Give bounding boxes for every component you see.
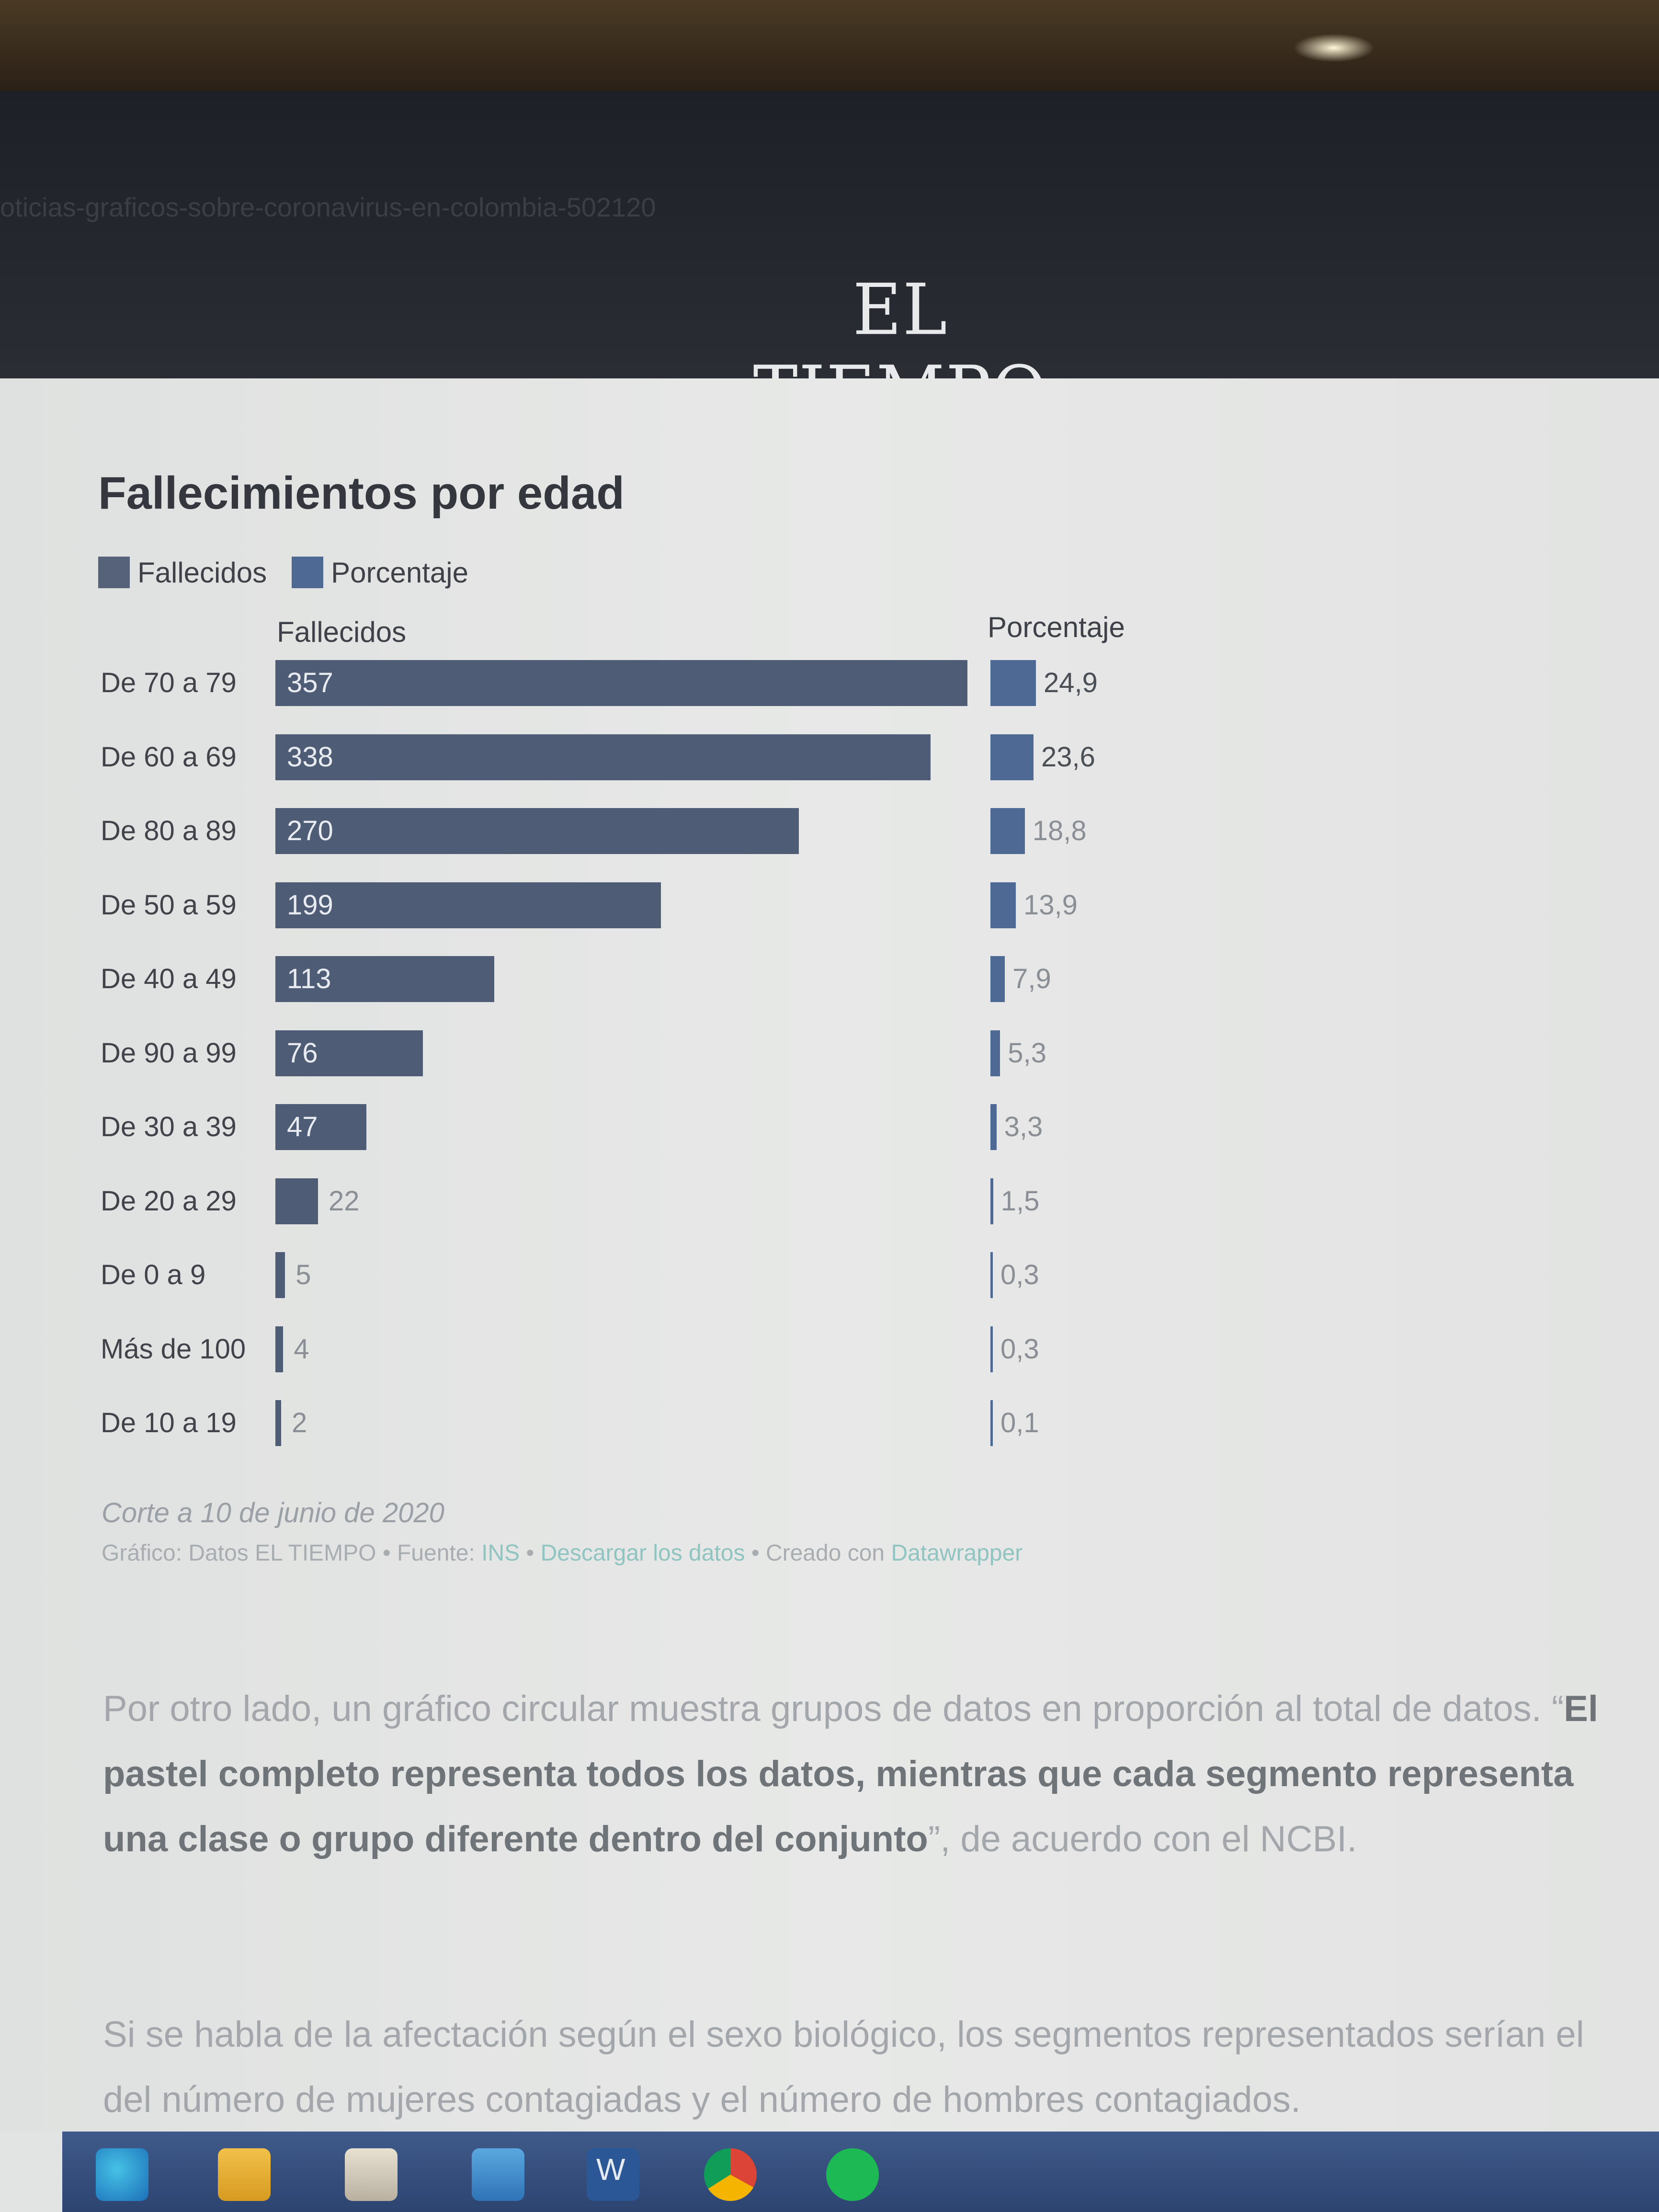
bar-porcentaje [990, 808, 1025, 854]
bar-value-fallecidos: 76 [287, 1037, 318, 1069]
bar-fallecidos [275, 1178, 318, 1224]
download-data-link[interactable]: Descargar los datos [540, 1540, 745, 1566]
paragraph-1-text-start: Por otro lado, un gráfico circular muest… [103, 1688, 1564, 1729]
bar-value-porcentaje: 24,9 [1044, 667, 1098, 698]
bar-value-porcentaje: 7,9 [1012, 963, 1051, 994]
legend-item-porcentaje: Porcentaje [292, 556, 468, 589]
category-label: De 90 a 99 [101, 1037, 237, 1069]
bar-value-fallecidos: 22 [329, 1185, 360, 1217]
word-icon[interactable] [587, 2148, 639, 2201]
bar-value-porcentaje: 13,9 [1023, 889, 1078, 921]
category-label: De 40 a 49 [101, 963, 237, 994]
legend-label-porcentaje: Porcentaje [331, 556, 468, 589]
bar-porcentaje [990, 1178, 993, 1224]
edge-icon[interactable] [96, 2148, 148, 2201]
category-label: De 70 a 79 [101, 667, 237, 698]
category-label: De 20 a 29 [101, 1185, 237, 1217]
bar-fallecidos [275, 1252, 285, 1298]
bar-fallecidos [275, 660, 967, 706]
bar-value-porcentaje: 3,3 [1004, 1111, 1043, 1142]
bar-porcentaje [990, 1400, 993, 1446]
bar-value-fallecidos: 113 [287, 963, 331, 994]
credit-created: • Creado con [745, 1540, 891, 1566]
chart-title: Fallecimientos por edad [98, 467, 625, 519]
bar-value-porcentaje: 23,6 [1041, 741, 1095, 773]
chrome-icon[interactable] [704, 2148, 757, 2201]
bar-fallecidos [275, 1326, 284, 1372]
mail-icon[interactable] [472, 2148, 524, 2201]
bar-value-fallecidos: 5 [295, 1259, 311, 1290]
bar-value-fallecidos: 357 [287, 667, 333, 698]
category-label: De 80 a 89 [101, 815, 237, 846]
bar-porcentaje [990, 1104, 997, 1150]
bar-fallecidos [275, 1400, 281, 1446]
bar-porcentaje [990, 1326, 993, 1372]
monitor-bezel [0, 0, 1659, 91]
credit-separator: • [520, 1540, 541, 1566]
paragraph-1-text-end: ”, de acuerdo con el NCBI. [928, 1819, 1357, 1859]
bar-fallecidos [275, 734, 931, 780]
column-header-porcentaje: Porcentaje [988, 611, 1125, 643]
ceiling-light-reflection [1293, 34, 1375, 62]
chart-credit: Gráfico: Datos EL TIEMPO • Fuente: INS •… [102, 1540, 1023, 1566]
bar-porcentaje [990, 1030, 1000, 1076]
bar-value-fallecidos: 338 [287, 741, 333, 773]
category-label: De 30 a 39 [101, 1111, 237, 1142]
file-explorer-icon[interactable] [218, 2148, 271, 2201]
datawrapper-link[interactable]: Datawrapper [891, 1540, 1023, 1566]
legend-label-fallecidos: Fallecidos [137, 556, 267, 589]
bar-fallecidos [275, 1104, 367, 1150]
bar-value-fallecidos: 199 [287, 889, 333, 921]
legend-swatch-fallecidos [98, 557, 130, 588]
bar-value-porcentaje: 0,1 [1000, 1407, 1039, 1438]
source-link[interactable]: INS [481, 1540, 520, 1566]
bar-value-porcentaje: 1,5 [1000, 1185, 1040, 1217]
bar-fallecidos [275, 808, 799, 854]
store-icon[interactable] [345, 2148, 398, 2201]
category-label: De 0 a 9 [101, 1259, 206, 1290]
bar-value-porcentaje: 0,3 [1000, 1259, 1039, 1290]
article-paragraph-2: Si se habla de la afectación según el se… [103, 2014, 1584, 2120]
category-label: De 50 a 59 [101, 889, 237, 921]
spotify-icon[interactable] [826, 2148, 879, 2201]
bar-fallecidos [275, 1030, 423, 1076]
bar-porcentaje [990, 1252, 993, 1298]
site-header [0, 91, 1659, 378]
article-paragraph-1: Por otro lado, un gráfico circular muest… [103, 1676, 1636, 1872]
category-label: De 60 a 69 [101, 741, 237, 773]
url-text[interactable]: oticias-graficos-sobre-coronavirus-en-co… [0, 192, 656, 222]
bar-porcentaje [990, 734, 1034, 780]
bar-value-fallecidos: 2 [292, 1407, 307, 1438]
bar-value-porcentaje: 5,3 [1008, 1037, 1046, 1069]
chart-note: Corte a 10 de junio de 2020 [102, 1497, 444, 1528]
bar-value-fallecidos: 270 [287, 815, 333, 846]
bar-porcentaje [990, 882, 1016, 928]
bar-fallecidos [275, 956, 495, 1002]
category-label: Más de 100 [101, 1333, 246, 1365]
bar-value-porcentaje: 0,3 [1000, 1333, 1039, 1365]
bar-fallecidos [275, 882, 661, 928]
legend-swatch-porcentaje [292, 557, 324, 588]
bar-value-fallecidos: 4 [294, 1333, 309, 1365]
category-label: De 10 a 19 [101, 1407, 237, 1438]
credit-prefix: Gráfico: Datos EL TIEMPO • Fuente: [102, 1540, 482, 1566]
bar-porcentaje [990, 660, 1036, 706]
column-header-fallecidos: Fallecidos [277, 616, 407, 648]
word-icon-letter: W [596, 2152, 625, 2187]
chart-legend: Fallecidos Porcentaje [98, 553, 493, 592]
legend-item-fallecidos: Fallecidos [98, 556, 267, 589]
bar-value-porcentaje: 18,8 [1032, 815, 1087, 846]
paragraph-1-quote: El pastel completo representa todos los … [103, 1688, 1598, 1859]
bar-porcentaje [990, 956, 1005, 1002]
bar-value-fallecidos: 47 [287, 1111, 318, 1142]
